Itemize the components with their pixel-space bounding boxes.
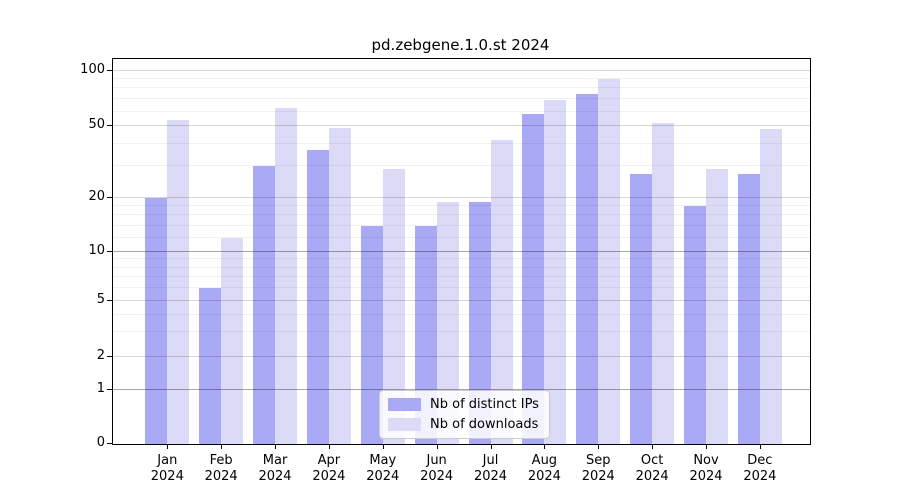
gridline-100 [113,69,810,71]
legend-label-distinct-ips: Nb of distinct IPs [430,397,539,412]
y-axis-tick [107,356,113,357]
gridline-2 [113,356,810,357]
y-axis-tick [107,196,113,198]
bar-distinct-ips-sep [576,93,599,444]
y-axis-tick-label: 1 [96,381,105,397]
x-axis-tick [275,445,277,449]
bar-distinct-ips-nov [684,205,706,444]
legend-swatch-downloads [388,418,421,431]
minor-gridline [113,287,810,289]
plot-area: Nb of distinct IPs Nb of downloads 0 1 2 5 1… [80,58,811,484]
y-axis-tick-label: 5 [96,292,105,307]
minor-gridline [113,165,810,167]
bar-distinct-ips-mar [253,166,276,444]
bar-downloads-nov [706,168,728,444]
x-axis-tick [436,445,438,449]
legend-label-downloads: Nb of downloads [430,417,539,432]
x-axis-tick-label: Aug 2024 [527,453,561,484]
bar-downloads-sep [598,78,621,444]
minor-gridline [113,236,810,238]
y-axis-tick-label: 0 [96,435,105,450]
legend-item-downloads: Nb of downloads [388,417,539,432]
minor-gridline [113,110,810,112]
y-axis-tick-label: 20 [88,188,105,204]
bar-downloads-jan [167,120,190,444]
y-axis-tick [107,300,113,301]
chart-title: pd.zebgene.1.0.st 2024 [371,36,550,54]
x-axis-tick-label: Jan 2024 [150,453,184,484]
x-axis-tick-label: May 2024 [366,453,400,484]
minor-gridline [113,331,810,333]
bar-distinct-ips-jun [414,225,437,444]
minor-gridline [113,266,810,268]
minor-gridline [113,87,810,89]
y-axis-tick-label: 2 [96,348,105,363]
bar-distinct-ips-aug [522,114,545,444]
x-axis-tick [382,445,384,449]
legend-swatch-distinct-ips [388,398,421,411]
x-axis-tick-label: Dec 2024 [743,453,777,484]
bar-downloads-jul [490,139,513,444]
x-axis-tick [544,445,546,449]
y-axis-tick [107,443,113,444]
bar-downloads-apr [328,127,351,444]
x-axis-tick-label: Oct 2024 [635,453,669,484]
x-axis-tick-label: Jul 2024 [473,453,508,484]
bar-distinct-ips-dec [737,174,760,444]
bar-downloads-jun [436,201,459,444]
x-axis-tick [167,445,169,449]
x-axis-tick [759,445,761,449]
y-axis-tick [107,125,113,127]
gridline-1 [113,389,810,391]
x-axis-tick [221,445,223,449]
bar-downloads-may [382,168,405,444]
bar-distinct-ips-apr [306,149,329,444]
x-axis-tick-label: Mar 2024 [258,453,292,484]
x-axis-tick-label: Nov 2024 [689,453,723,484]
gridline-50 [113,125,810,127]
x-axis-tick [652,445,654,449]
gridline-20 [113,196,810,198]
gridline-5 [113,300,810,301]
y-axis-tick-label: 50 [88,117,105,133]
x-axis-tick-label: Sep 2024 [581,453,615,484]
x-axis-tick-label: Jun 2024 [420,453,454,484]
x-axis-tick [328,445,330,449]
minor-gridline [113,98,810,100]
minor-gridline [113,276,810,278]
bar-distinct-ips-jan [145,197,168,444]
x-axis-tick [706,445,707,449]
legend-item-distinct-ips: Nb of distinct IPs [388,397,539,412]
x-axis-tick [490,445,492,449]
gridline-10 [113,251,810,252]
minor-gridline [113,77,810,79]
bar-downloads-feb [221,237,244,444]
bar-downloads-oct [652,123,675,444]
y-axis-tick-label: 100 [80,61,105,77]
y-axis-tick [107,69,113,71]
legend: Nb of distinct IPs Nb of downloads [379,390,550,439]
bar-downloads-aug [544,100,567,444]
x-axis-tick [598,445,600,449]
y-axis-tick [107,389,113,391]
bar-distinct-ips-may [360,225,383,444]
y-axis-tick-label: 10 [88,243,105,258]
bar-distinct-ips-feb [199,288,222,444]
minor-gridline [113,313,810,315]
x-axis-tick-label: Feb 2024 [204,453,238,484]
minor-gridline [113,224,810,226]
minor-gridline [113,142,810,144]
bar-downloads-mar [275,107,298,444]
minor-gridline [113,258,810,260]
bar-downloads-dec [759,129,782,444]
bar-distinct-ips-jul [468,201,491,444]
minor-gridline [113,204,810,206]
bar-distinct-ips-oct [630,174,653,444]
y-axis-tick [107,251,113,252]
minor-gridline [113,214,810,216]
x-axis-tick-label: Apr 2024 [312,453,346,484]
